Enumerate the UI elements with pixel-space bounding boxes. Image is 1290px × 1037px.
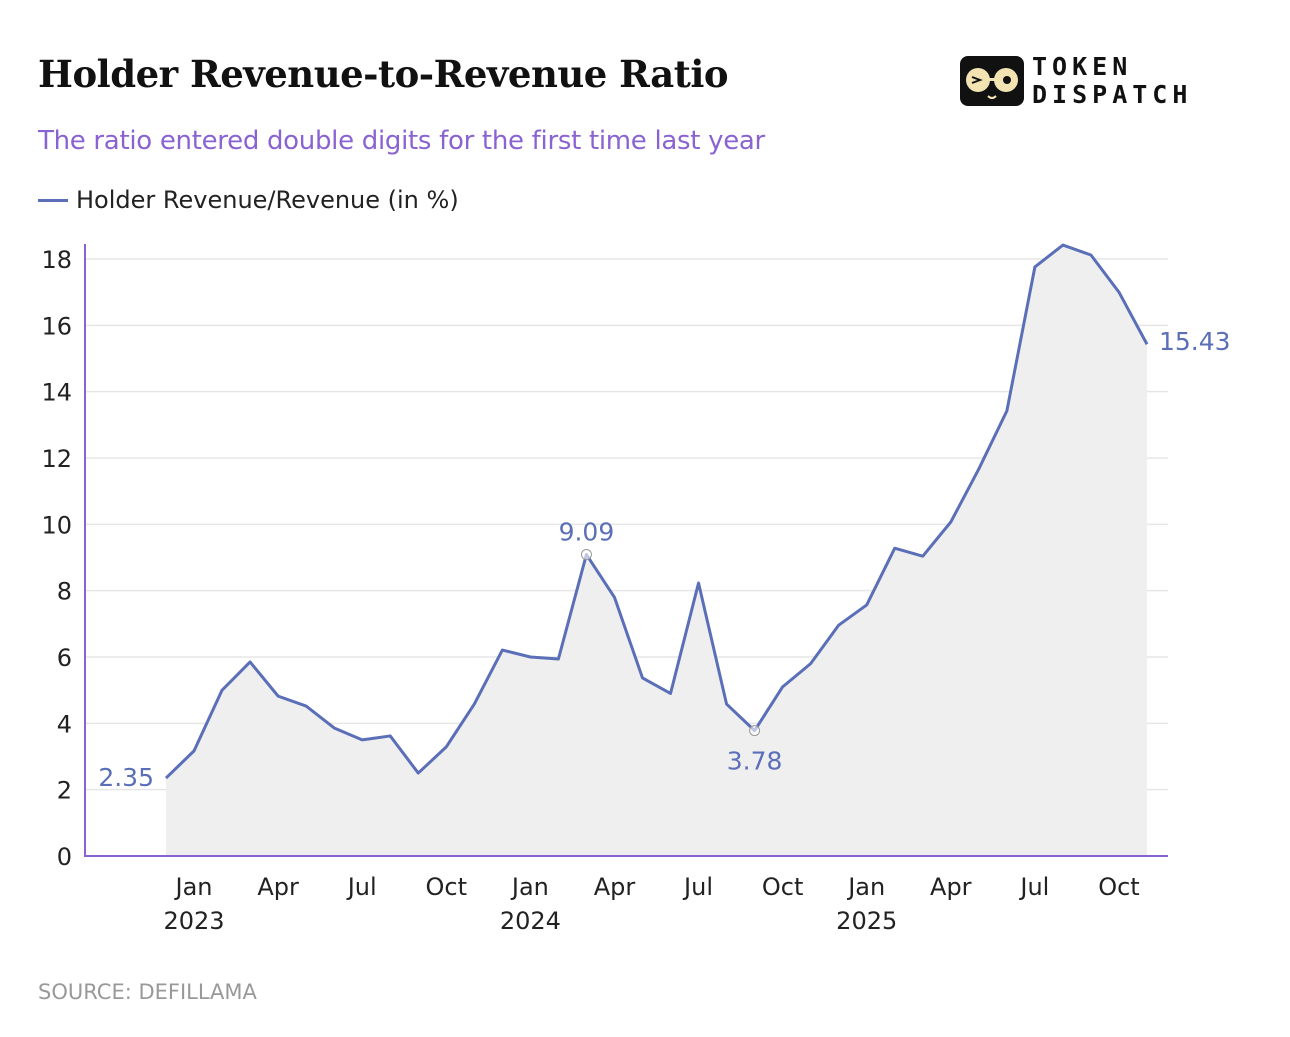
legend-label: Holder Revenue/Revenue (in %)	[76, 186, 459, 214]
series-line	[164, 243, 1149, 780]
annotation-label: 2.35	[98, 763, 154, 792]
y-tick-label: 0	[57, 843, 72, 871]
y-tick-label: 10	[41, 511, 72, 539]
annotation-marker	[580, 549, 592, 561]
annotation-label: 9.09	[559, 518, 615, 547]
x-tick-label: Jan	[174, 873, 213, 901]
logo-face-icon	[960, 56, 1024, 106]
x-tick-label: Jan	[846, 873, 885, 901]
y-tick-label: 8	[57, 578, 72, 606]
x-tick-label: Oct	[762, 873, 804, 901]
series-area	[166, 245, 1147, 856]
annotation-label: 3.78	[727, 747, 783, 776]
y-tick-label: 4	[57, 710, 72, 738]
x-tick-year-label: 2025	[836, 907, 897, 935]
y-tick-label: 2	[57, 777, 72, 805]
x-tick-label: Jul	[1018, 873, 1049, 901]
x-tick-label: Jul	[346, 873, 377, 901]
chart-subtitle: The ratio entered double digits for the …	[38, 126, 765, 156]
logo: TOKEN DISPATCH	[960, 53, 1192, 109]
y-tick-label: 18	[41, 246, 72, 274]
x-tick-label: Apr	[594, 873, 636, 901]
x-tick-label: Oct	[426, 873, 468, 901]
x-tick-label: Oct	[1098, 873, 1140, 901]
legend-swatch	[38, 198, 68, 202]
annotation-marker	[749, 725, 761, 737]
x-tick-year-label: 2024	[500, 907, 561, 935]
legend: Holder Revenue/Revenue (in %)	[38, 186, 459, 214]
y-tick-label: 16	[41, 312, 72, 340]
chart-title: Holder Revenue-to-Revenue Ratio	[38, 52, 729, 96]
x-tick-label: Apr	[257, 873, 299, 901]
logo-text: TOKEN DISPATCH	[1032, 52, 1193, 109]
annotation-label: 15.43	[1159, 327, 1231, 356]
x-tick-label: Jan	[510, 873, 549, 901]
y-tick-label: 14	[41, 379, 72, 407]
x-tick-label: Apr	[930, 873, 972, 901]
y-tick-label: 12	[41, 445, 72, 473]
source-note: SOURCE: DEFILLAMA	[38, 980, 257, 1004]
x-tick-year-label: 2023	[163, 907, 224, 935]
y-tick-label: 6	[57, 644, 72, 672]
x-tick-label: Jul	[682, 873, 713, 901]
